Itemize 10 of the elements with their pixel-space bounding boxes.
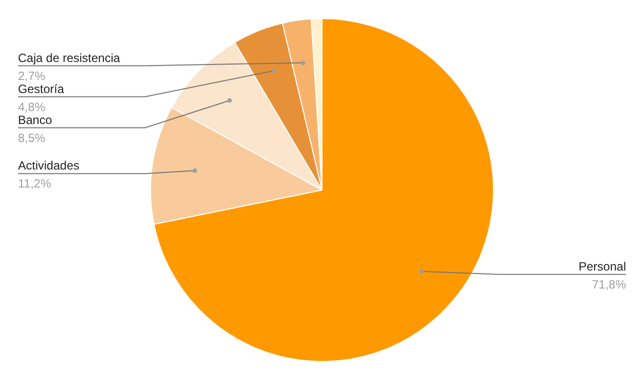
data-label: 8,5% xyxy=(18,130,46,145)
slice-label: Caja de resistencia xyxy=(18,50,120,65)
data-label: 4,8% xyxy=(18,100,46,114)
data-label: 2,7% xyxy=(18,68,46,83)
slice-label: Banco xyxy=(18,112,52,127)
slice-label: Actividades xyxy=(18,158,80,173)
data-label: 11,2% xyxy=(18,176,52,191)
data-label: 71,8% xyxy=(592,277,626,292)
slice-label: Personal xyxy=(578,259,626,274)
slice-label: Gestoría xyxy=(18,82,64,96)
